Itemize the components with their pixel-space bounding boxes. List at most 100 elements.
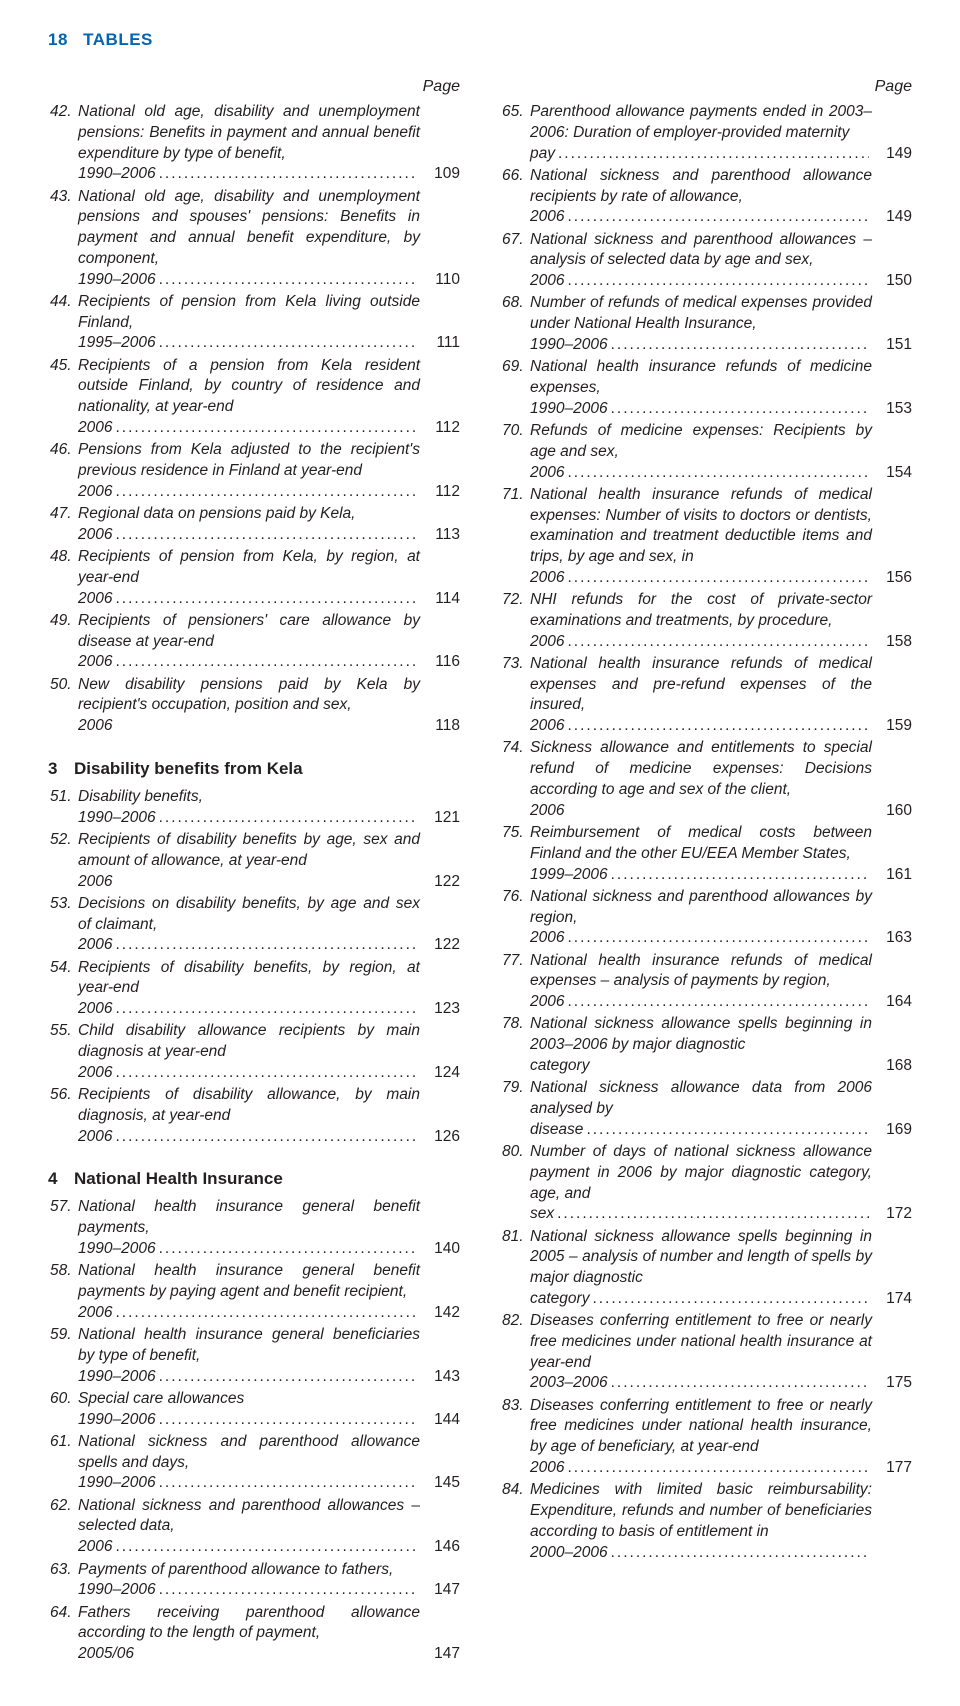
entry-number: 65. — [500, 102, 530, 164]
entry-text: NHI refunds for the cost of private-sect… — [530, 590, 872, 652]
entry-page: 123 — [420, 999, 460, 1020]
entry-page: 174 — [872, 1289, 912, 1310]
entry-page: 147 — [420, 1580, 460, 1601]
entry-page: 114 — [420, 589, 460, 610]
entry-page: 121 — [420, 808, 460, 829]
running-header: 18 TABLES — [48, 30, 912, 50]
entry-number: 66. — [500, 166, 530, 228]
entry-text: National sickness and parenthood allowan… — [530, 230, 872, 292]
entry-text: Recipients of pension from Kela living o… — [78, 292, 420, 354]
entry-page: 111 — [420, 333, 460, 354]
entry-number: 71. — [500, 485, 530, 589]
toc-entry: 73.National health insurance refunds of … — [500, 654, 912, 737]
entry-number: 45. — [48, 356, 78, 439]
entry-number: 80. — [500, 1142, 530, 1225]
entry-text: Child disability allowance recipients by… — [78, 1021, 420, 1083]
entry-page: 161 — [872, 865, 912, 886]
entry-page: 143 — [420, 1367, 460, 1388]
entry-text: Recipients of disability benefits, by re… — [78, 958, 420, 1020]
entry-page: 156 — [872, 568, 912, 589]
entry-text: Pensions from Kela adjusted to the recip… — [78, 440, 420, 502]
entry-text: Parenthood allowance payments ended in 2… — [530, 102, 872, 164]
entry-number: 67. — [500, 230, 530, 292]
entry-page: 122 — [420, 872, 460, 893]
toc-entry: 55.Child disability allowance recipients… — [48, 1021, 460, 1083]
toc-entry: 54.Recipients of disability benefits, by… — [48, 958, 460, 1020]
entry-page: 164 — [872, 992, 912, 1013]
toc-entry: 50.New disability pensions paid by Kela … — [48, 675, 460, 737]
entry-page: 144 — [420, 1410, 460, 1431]
section-title-text: Disability benefits from Kela — [74, 759, 303, 779]
entry-page: 113 — [420, 525, 460, 546]
left-column: Page 42.National old age, disability and… — [48, 78, 460, 1666]
entry-number: 64. — [48, 1603, 78, 1665]
entry-text: Diseases conferring entitlement to free … — [530, 1396, 872, 1479]
entry-text: National health insurance general benefi… — [78, 1261, 420, 1323]
entry-page: 150 — [872, 271, 912, 292]
entry-number: 57. — [48, 1197, 78, 1259]
entry-text: National sickness allowance spells begin… — [530, 1227, 872, 1310]
entry-text: New disability pensions paid by Kela by … — [78, 675, 420, 737]
toc-entry: 68.Number of refunds of medical expenses… — [500, 293, 912, 355]
toc-entry: 71.National health insurance refunds of … — [500, 485, 912, 589]
page-number: 18 — [48, 30, 68, 49]
entry-number: 84. — [500, 1480, 530, 1563]
entry-page: 172 — [872, 1204, 912, 1225]
entry-number: 78. — [500, 1014, 530, 1076]
entry-text: National sickness and parenthood allowan… — [78, 1496, 420, 1558]
entry-number: 54. — [48, 958, 78, 1020]
entry-text: National old age, disability and unemplo… — [78, 102, 420, 185]
entry-text: National health insurance general benefi… — [78, 1325, 420, 1387]
entry-number: 53. — [48, 894, 78, 956]
entry-number: 72. — [500, 590, 530, 652]
header-label: TABLES — [83, 30, 153, 49]
toc-entry: 43.National old age, disability and unem… — [48, 187, 460, 291]
entry-text: Decisions on disability benefits, by age… — [78, 894, 420, 956]
entry-text: Payments of parenthood allowance to fath… — [78, 1560, 420, 1602]
entry-number: 79. — [500, 1078, 530, 1140]
page-column-header: Page — [500, 78, 912, 96]
entry-page: 149 — [872, 207, 912, 228]
entry-page: 147 — [420, 1644, 460, 1665]
entry-text: Regional data on pensions paid by Kela, … — [78, 504, 420, 546]
entry-number: 74. — [500, 738, 530, 821]
entry-text: Fathers receiving parenthood allowance a… — [78, 1603, 420, 1665]
toc-entry: 45.Recipients of a pension from Kela res… — [48, 356, 460, 439]
toc-entry: 52.Recipients of disability benefits by … — [48, 830, 460, 892]
entry-page: 168 — [872, 1056, 912, 1077]
toc-entry: 51.Disability benefits, 1990–2006.......… — [48, 787, 460, 829]
entry-number: 59. — [48, 1325, 78, 1387]
toc-entry: 44.Recipients of pension from Kela livin… — [48, 292, 460, 354]
entry-text: National health insurance refunds of med… — [530, 485, 872, 589]
two-column-layout: Page 42.National old age, disability and… — [48, 78, 912, 1666]
entry-text: National health insurance refunds of med… — [530, 951, 872, 1013]
toc-entry: 62.National sickness and parenthood allo… — [48, 1496, 460, 1558]
entry-page: 149 — [872, 144, 912, 165]
entry-text: Refunds of medicine expenses: Recipients… — [530, 421, 872, 483]
entry-text: Recipients of disability benefits by age… — [78, 830, 420, 892]
entry-text: Number of refunds of medical expenses pr… — [530, 293, 872, 355]
entry-number: 62. — [48, 1496, 78, 1558]
entry-text: National sickness allowance data from 20… — [530, 1078, 872, 1140]
toc-entry: 66.National sickness and parenthood allo… — [500, 166, 912, 228]
entry-number: 48. — [48, 547, 78, 609]
entry-text: National old age, disability and unemplo… — [78, 187, 420, 291]
entry-page: 177 — [872, 1458, 912, 1479]
toc-entry: 78.National sickness allowance spells be… — [500, 1014, 912, 1076]
toc-entry: 60.Special care allowances 1990–2006....… — [48, 1389, 460, 1431]
toc-entry: 53.Decisions on disability benefits, by … — [48, 894, 460, 956]
toc-entry: 72.NHI refunds for the cost of private-s… — [500, 590, 912, 652]
entry-number: 76. — [500, 887, 530, 949]
section-number: 4 — [48, 1169, 74, 1189]
toc-entry: 65.Parenthood allowance payments ended i… — [500, 102, 912, 164]
entry-page: 110 — [420, 270, 460, 291]
entry-number: 52. — [48, 830, 78, 892]
entry-number: 50. — [48, 675, 78, 737]
toc-entry: 63.Payments of parenthood allowance to f… — [48, 1560, 460, 1602]
entry-text: Medicines with limited basic reimbursabi… — [530, 1480, 872, 1563]
toc-entry: 48.Recipients of pension from Kela, by r… — [48, 547, 460, 609]
toc-entry: 75.Reimbursement of medical costs betwee… — [500, 823, 912, 885]
entry-number: 47. — [48, 504, 78, 546]
toc-entry: 74.Sickness allowance and entitlements t… — [500, 738, 912, 821]
entry-text: Number of days of national sickness allo… — [530, 1142, 872, 1225]
